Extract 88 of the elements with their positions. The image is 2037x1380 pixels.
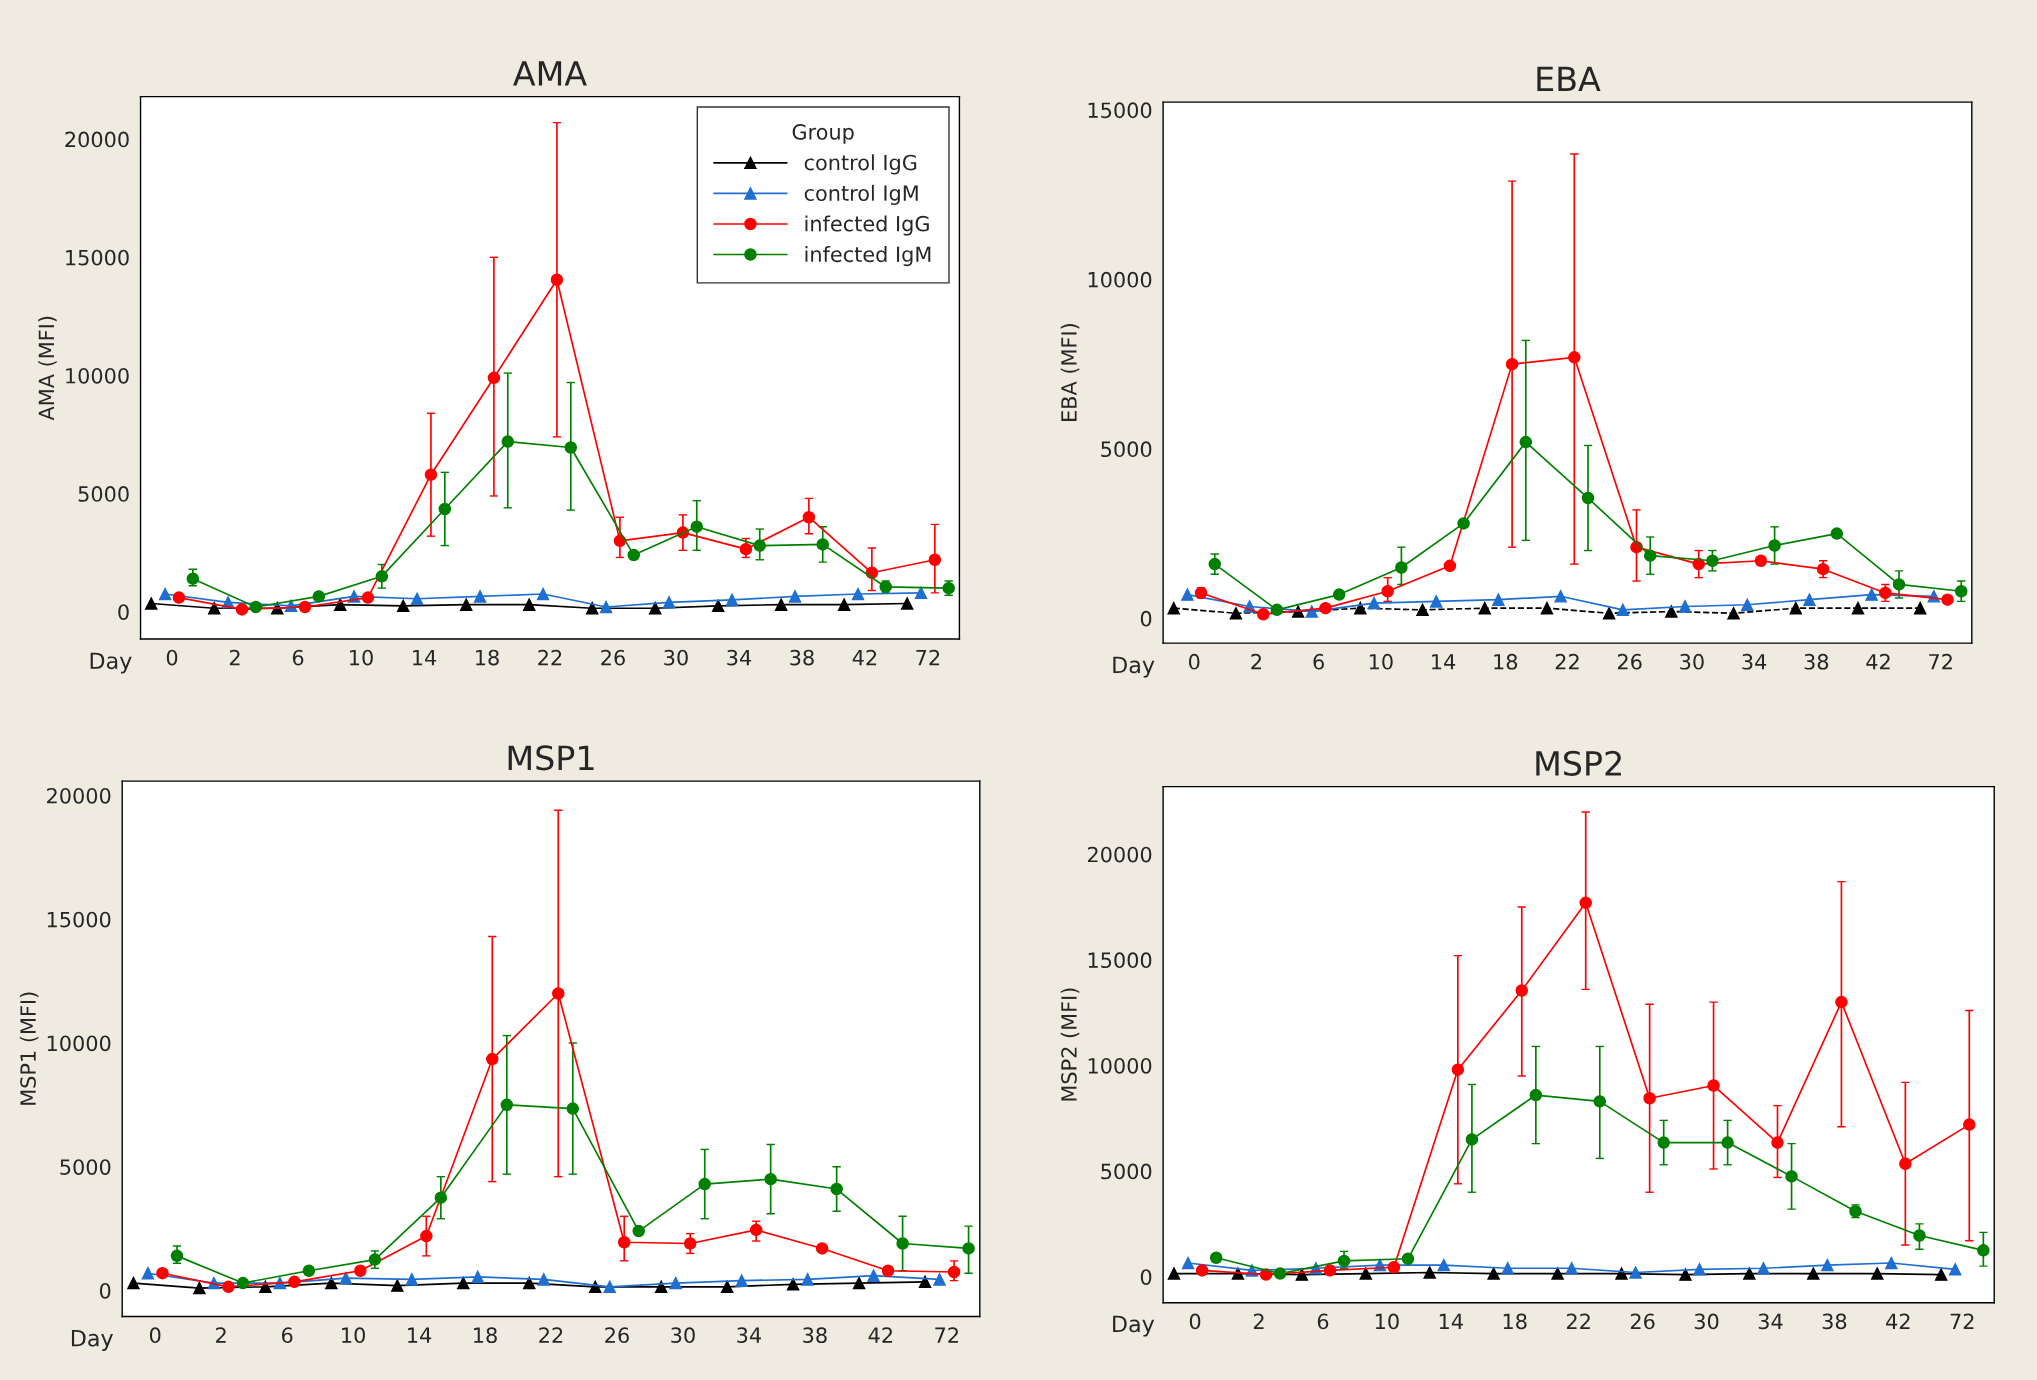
x-tick-label: 22 [539, 1327, 563, 1343]
x-tick-label: 6 [1313, 653, 1324, 670]
y-tick-label: 0 [1140, 610, 1152, 627]
y-tick-label: 15000 [1088, 952, 1152, 969]
x-tick-label: 2 [1251, 653, 1261, 670]
y-tick-label: 0 [118, 604, 129, 620]
x-tick-label: 14 [1432, 654, 1456, 670]
y-tick-label: 0 [1140, 1269, 1152, 1285]
x-tick-label: 22 [1566, 1313, 1590, 1329]
x-axis-title: Day [1113, 1315, 1155, 1337]
x-tick-label: 0 [166, 649, 178, 666]
x-tick-label: 72 [935, 1327, 958, 1343]
legend-label: control IgG [804, 154, 917, 175]
y-tick-label: 10000 [1088, 1057, 1152, 1074]
y-tick-label: 10000 [66, 367, 129, 384]
x-tick-label: 0 [1188, 653, 1200, 670]
x-axis-title: Day [1113, 656, 1155, 678]
x-tick-label: 2 [1253, 1313, 1264, 1329]
x-tick-label: 30 [1694, 1313, 1719, 1330]
y-tick-label: 5000 [1101, 441, 1152, 458]
chart-title: AMA [513, 61, 587, 86]
y-tick-label: 15000 [47, 911, 111, 928]
x-tick-label: 30 [1680, 653, 1704, 670]
y-axis-title: MSP2 (MFI) [1060, 988, 1080, 1101]
y-tick-label: 5000 [1101, 1163, 1152, 1180]
x-tick-label: 22 [1555, 653, 1579, 670]
x-tick-label: 6 [292, 649, 304, 666]
y-tick-label: 5000 [78, 486, 129, 502]
x-tick-label: 2 [216, 1327, 226, 1343]
x-tick-label: 6 [1317, 1313, 1329, 1330]
y-tick-label: 0 [99, 1282, 111, 1299]
x-tick-label: 26 [1630, 1313, 1655, 1330]
x-axis-title: Day [90, 652, 132, 674]
x-tick-label: 42 [1866, 653, 1890, 670]
x-tick-label: 10 [1375, 1313, 1399, 1330]
x-tick-label: 26 [601, 649, 625, 666]
y-tick-label: 15000 [66, 249, 129, 266]
x-tick-label: 34 [1742, 653, 1767, 670]
x-tick-label: 38 [1804, 653, 1829, 670]
y-axis-title: MSP1 (MFI) [19, 992, 39, 1105]
chart-title: EBA [1537, 66, 1601, 92]
x-tick-label: 0 [1189, 1313, 1201, 1330]
x-tick-label: 10 [350, 649, 373, 666]
x-tick-label: 30 [671, 1327, 695, 1344]
x-tick-label: 26 [1617, 653, 1642, 670]
x-tick-label: 38 [803, 1327, 827, 1344]
x-tick-label: 34 [1758, 1313, 1783, 1330]
x-tick-label: 22 [538, 649, 562, 666]
x-tick-label: 72 [1950, 1313, 1974, 1329]
x-tick-label: 38 [790, 649, 814, 666]
x-tick-label: 42 [852, 649, 877, 666]
x-tick-label: 42 [1886, 1313, 1910, 1329]
chart-title: MSP1 [508, 745, 594, 771]
y-axis-title: AMA (MFI) [38, 316, 57, 421]
y-tick-label: 15000 [1088, 102, 1152, 119]
y-tick-label: 10000 [47, 1035, 111, 1052]
x-tick-label: 72 [1929, 653, 1952, 670]
y-tick-label: 20000 [1087, 846, 1152, 863]
y-tick-label: 10000 [1088, 271, 1152, 288]
x-tick-label: 0 [149, 1327, 161, 1344]
x-tick-label: 18 [1494, 653, 1518, 670]
chart-title: MSP2 [1536, 750, 1621, 776]
legend-label: infected IgM [805, 246, 931, 267]
x-tick-label: 14 [1439, 1313, 1463, 1329]
x-tick-label: 34 [727, 649, 752, 666]
x-tick-label: 10 [342, 1327, 365, 1344]
x-tick-label: 18 [474, 1327, 497, 1344]
y-axis-title: EBA (MFI) [1060, 324, 1080, 421]
x-tick-label: 10 [1369, 653, 1393, 670]
x-tick-label: 18 [476, 649, 499, 666]
x-tick-label: 14 [408, 1327, 432, 1343]
x-tick-label: 38 [1822, 1313, 1847, 1330]
legend-label: control IgM [804, 184, 918, 205]
x-tick-label: 72 [916, 649, 940, 666]
x-axis-title: Day [71, 1330, 113, 1351]
x-tick-label: 6 [281, 1327, 293, 1344]
x-tick-label: 14 [413, 650, 437, 666]
x-tick-label: 34 [737, 1327, 761, 1344]
y-tick-label: 20000 [47, 787, 111, 804]
x-tick-label: 30 [664, 649, 688, 666]
legend-label: infected IgG [805, 215, 929, 236]
x-tick-label: 42 [868, 1327, 893, 1343]
y-tick-label: 5000 [60, 1159, 111, 1175]
y-tick-label: 20000 [65, 131, 129, 148]
x-tick-label: 26 [605, 1327, 629, 1344]
x-tick-label: 18 [1503, 1313, 1527, 1330]
x-tick-label: 2 [229, 649, 240, 666]
legend-title: Group [792, 124, 854, 144]
